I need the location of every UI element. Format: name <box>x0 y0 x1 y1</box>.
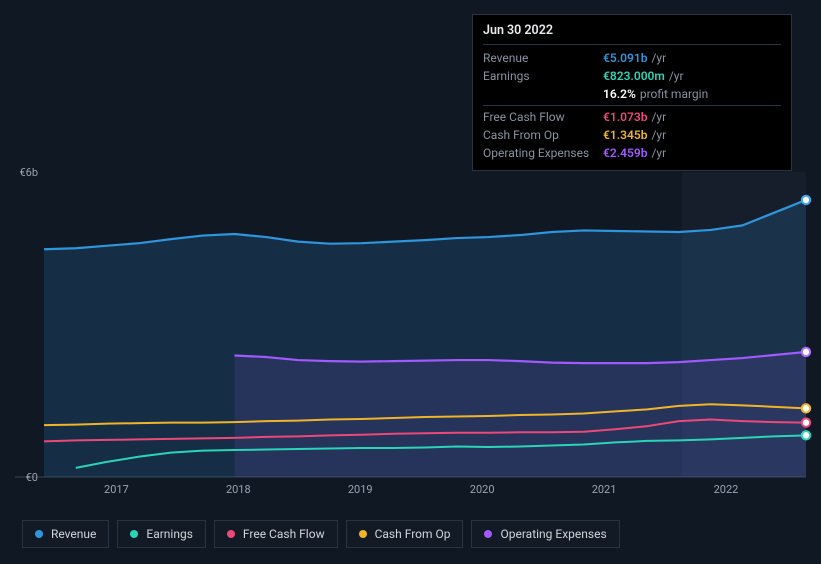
tooltip-value: €823.000m <box>603 69 665 83</box>
tooltip-row: 16.2% profit margin <box>483 85 781 103</box>
tooltip-label: Free Cash Flow <box>483 110 603 124</box>
chart-legend: Revenue Earnings Free Cash Flow Cash From O… <box>22 520 620 548</box>
tooltip-label: Earnings <box>483 69 603 83</box>
legend-label: Operating Expenses <box>500 527 606 541</box>
tooltip-value: €1.073b <box>603 110 647 124</box>
end-marker-operating_expenses <box>802 348 810 356</box>
tooltip-suffix: /yr <box>651 146 666 160</box>
tooltip-suffix: profit margin <box>640 87 708 101</box>
tooltip-suffix: /yr <box>651 110 666 124</box>
tooltip-suffix: /yr <box>651 51 666 65</box>
x-axis-label: 2018 <box>226 483 251 496</box>
legend-label: Revenue <box>51 527 96 541</box>
tooltip-label: Revenue <box>483 51 603 65</box>
tooltip-suffix: /yr <box>651 128 666 142</box>
tooltip-label: Operating Expenses <box>483 146 603 160</box>
legend-item-operating_expenses[interactable]: Operating Expenses <box>471 520 619 548</box>
chart-tooltip: Jun 30 2022 Revenue€5.091b/yrEarnings€82… <box>472 14 792 171</box>
legend-dot <box>359 530 367 538</box>
tooltip-divider <box>483 105 781 106</box>
legend-item-cash_from_op[interactable]: Cash From Op <box>346 520 464 548</box>
end-marker-free_cash_flow <box>802 418 810 426</box>
end-marker-cash_from_op <box>802 404 810 412</box>
legend-dot <box>130 530 138 538</box>
tooltip-row: Free Cash Flow€1.073b/yr <box>483 108 781 126</box>
tooltip-rows: Revenue€5.091b/yrEarnings€823.000m/yr16.… <box>483 49 781 162</box>
x-axis-label: 2020 <box>470 483 495 496</box>
legend-dot <box>484 530 492 538</box>
end-marker-revenue <box>802 196 810 204</box>
tooltip-row: Cash From Op€1.345b/yr <box>483 126 781 144</box>
tooltip-row: Earnings€823.000m/yr <box>483 67 781 85</box>
tooltip-row: Revenue€5.091b/yr <box>483 49 781 67</box>
tooltip-date: Jun 30 2022 <box>483 23 781 45</box>
tooltip-value: 16.2% <box>603 87 636 101</box>
tooltip-suffix: /yr <box>669 69 684 83</box>
legend-item-revenue[interactable]: Revenue <box>22 520 109 548</box>
tooltip-label <box>483 87 603 101</box>
end-marker-earnings <box>802 431 810 439</box>
tooltip-label: Cash From Op <box>483 128 603 142</box>
x-axis-label: 2019 <box>348 483 373 496</box>
legend-item-earnings[interactable]: Earnings <box>117 520 206 548</box>
legend-label: Earnings <box>146 527 193 541</box>
tooltip-value: €5.091b <box>603 51 647 65</box>
x-axis-label: 2021 <box>592 483 617 496</box>
x-axis-label: 2022 <box>714 483 739 496</box>
x-axis-label: 2017 <box>104 483 129 496</box>
tooltip-value: €2.459b <box>603 146 647 160</box>
legend-label: Free Cash Flow <box>243 527 325 541</box>
legend-item-free_cash_flow[interactable]: Free Cash Flow <box>214 520 338 548</box>
legend-label: Cash From Op <box>375 527 451 541</box>
tooltip-value: €1.345b <box>603 128 647 142</box>
y-axis-label: €6b <box>19 166 38 179</box>
legend-dot <box>227 530 235 538</box>
tooltip-row: Operating Expenses€2.459b/yr <box>483 144 781 162</box>
legend-dot <box>35 530 43 538</box>
y-axis-label: €0 <box>26 471 38 484</box>
